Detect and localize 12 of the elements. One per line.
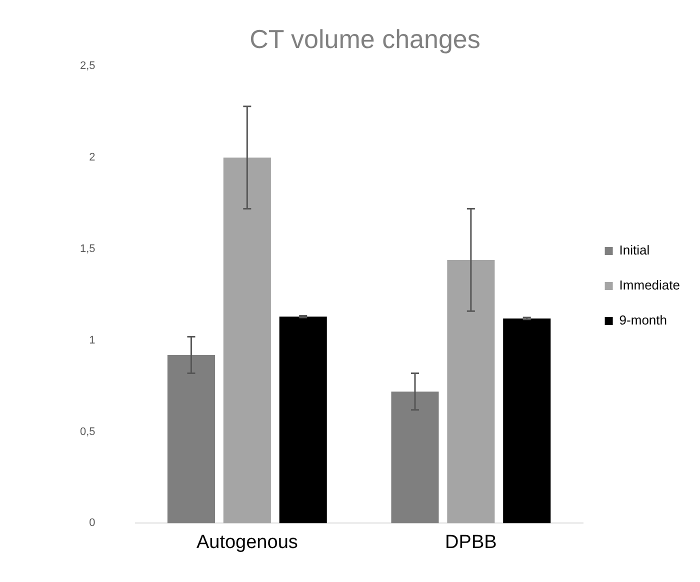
chart-title: CT volume changes (250, 24, 480, 54)
y-tick-label: 0,5 (80, 426, 96, 438)
y-tick-label: 1 (89, 334, 96, 346)
y-tick-label: 1,5 (80, 243, 96, 256)
legend-label: Immediate (619, 278, 680, 293)
y-tick-label: 0 (89, 517, 96, 530)
x-tick-label: Autogenous (196, 532, 298, 553)
legend-label: Initial (619, 242, 650, 258)
legend-label: 9-month (619, 312, 668, 328)
y-tick-label: 2,5 (80, 60, 96, 72)
x-tick-label: DPBB (445, 532, 497, 553)
y-tick-label: 2 (89, 152, 96, 164)
